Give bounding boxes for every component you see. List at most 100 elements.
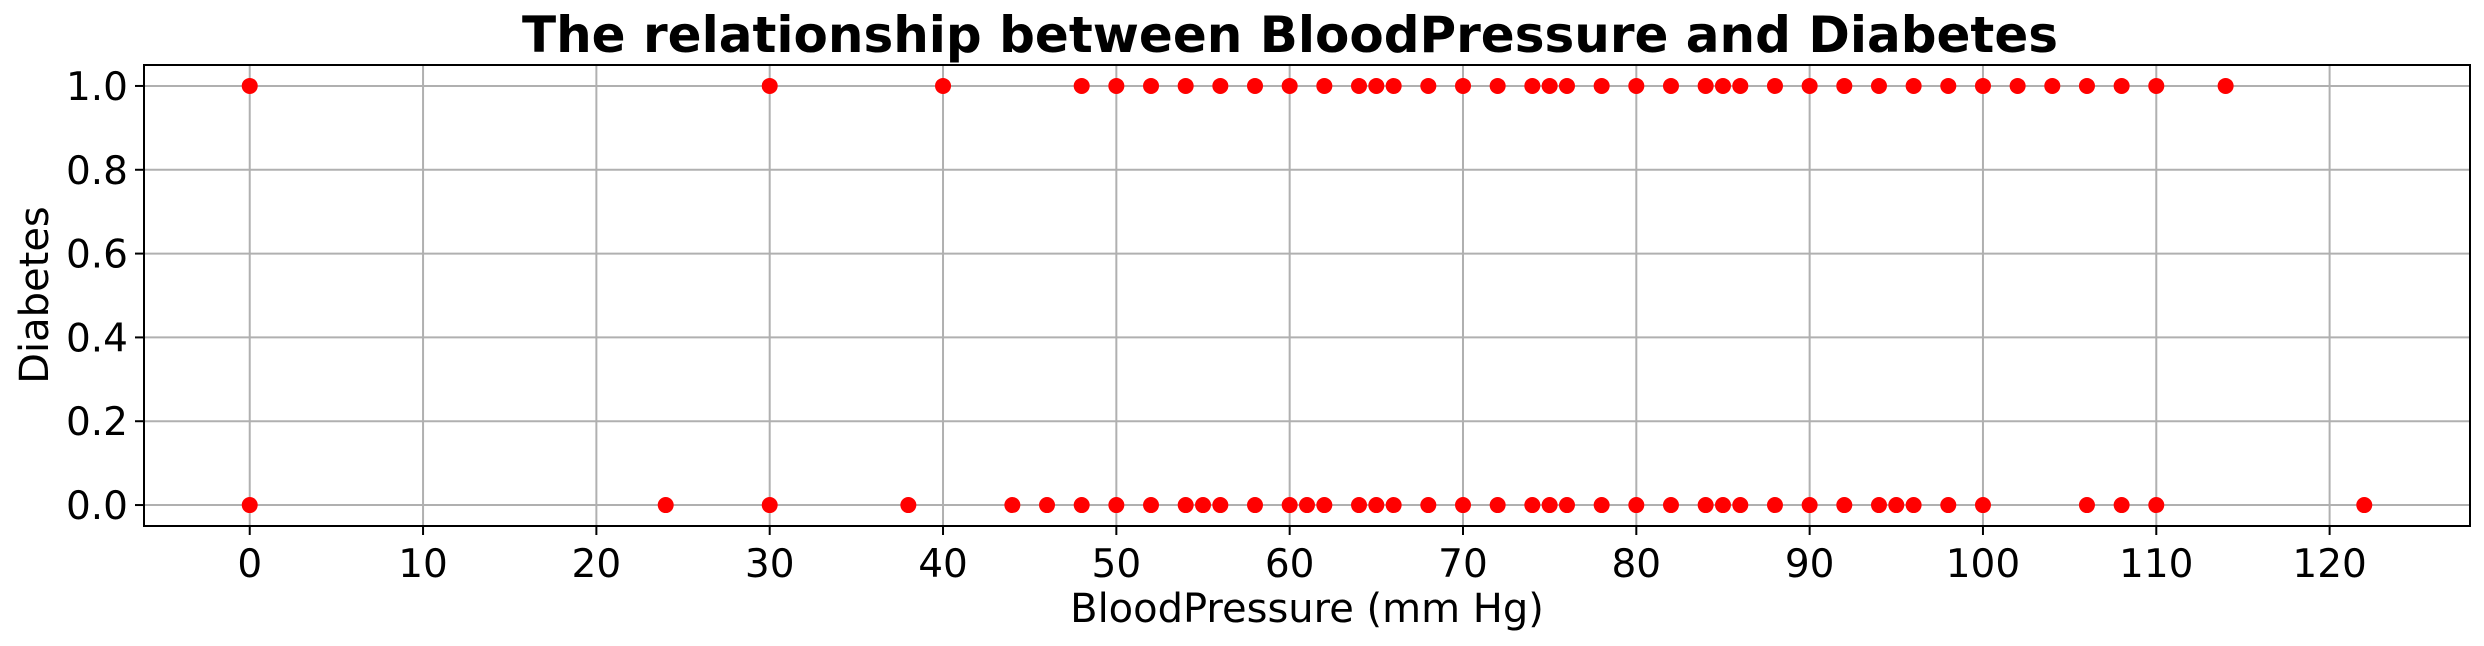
x-tick-label: 40 [918, 542, 968, 587]
data-point [1541, 497, 1558, 514]
y-tick-label: 1.0 [66, 65, 128, 110]
data-point [1524, 77, 1541, 94]
data-point [1714, 497, 1731, 514]
data-point [1766, 497, 1783, 514]
x-tick-label: 110 [2119, 542, 2193, 587]
data-point [1454, 497, 1471, 514]
data-point [1974, 497, 1991, 514]
plot-frame [143, 64, 2471, 527]
data-point [1697, 77, 1714, 94]
x-tick-label: 100 [1946, 542, 2020, 587]
data-point [900, 497, 917, 514]
data-point [241, 497, 258, 514]
y-axis-label: Diabetes [12, 206, 58, 384]
x-tick-label: 10 [398, 542, 448, 587]
data-point [1714, 77, 1731, 94]
data-point [1177, 77, 1194, 94]
data-point [1247, 497, 1264, 514]
data-point [1870, 77, 1887, 94]
data-point [1143, 77, 1160, 94]
chart-title: The relationship between BloodPressure a… [522, 6, 2058, 64]
data-point [1801, 77, 1818, 94]
data-point [2044, 77, 2061, 94]
data-point [1766, 77, 1783, 94]
data-point [1108, 77, 1125, 94]
data-point [1801, 497, 1818, 514]
data-point [2217, 77, 2234, 94]
data-point [1593, 497, 1610, 514]
data-point [1541, 77, 1558, 94]
x-tick-label: 20 [572, 542, 622, 587]
y-tick-label: 0.2 [66, 400, 128, 445]
data-point [1004, 497, 1021, 514]
data-point [2009, 77, 2026, 94]
data-point [1888, 497, 1905, 514]
data-point [1073, 497, 1090, 514]
data-point [2078, 497, 2095, 514]
data-point [1697, 497, 1714, 514]
x-tick-label: 50 [1092, 542, 1142, 587]
data-point [1350, 497, 1367, 514]
data-point [1299, 497, 1315, 514]
data-point [1177, 497, 1194, 514]
data-point [1558, 497, 1575, 514]
data-point [1836, 497, 1853, 514]
data-point [1524, 497, 1541, 514]
data-point [1593, 77, 1610, 94]
data-point [1940, 77, 1957, 94]
data-point [761, 497, 778, 514]
data-point [1420, 77, 1437, 94]
data-point [1974, 77, 1991, 94]
data-point [2148, 497, 2165, 514]
data-point [1905, 497, 1922, 514]
data-point [1489, 497, 1506, 514]
data-point [1628, 77, 1645, 94]
data-point [1662, 77, 1679, 94]
data-point [1732, 497, 1749, 514]
data-point [2356, 497, 2373, 514]
data-point [1940, 497, 1957, 514]
data-point [1212, 77, 1229, 94]
data-point [1281, 77, 1298, 94]
x-tick-label: 30 [745, 542, 795, 587]
x-tick-label: 70 [1438, 542, 1488, 587]
data-point [1195, 497, 1212, 514]
data-point [1281, 497, 1298, 514]
data-point [2148, 77, 2165, 94]
x-tick-label: 80 [1611, 542, 1661, 587]
y-tick-label: 0.6 [66, 233, 128, 278]
data-point [1247, 77, 1264, 94]
data-point [1489, 77, 1506, 94]
x-axis-label: BloodPressure (mm Hg) [1070, 586, 1544, 632]
data-point [1905, 77, 1922, 94]
data-point [1368, 77, 1385, 94]
data-point [1143, 497, 1160, 514]
data-point [1316, 497, 1333, 514]
data-point [1454, 77, 1471, 94]
y-tick-label: 0.4 [66, 316, 128, 361]
y-tick-label: 0.0 [66, 484, 128, 529]
data-point [1039, 497, 1056, 514]
data-point [1316, 77, 1333, 94]
x-tick-label: 60 [1265, 542, 1315, 587]
data-point [935, 77, 952, 94]
data-point [1836, 77, 1853, 94]
data-point [1385, 497, 1402, 514]
data-point [1385, 77, 1402, 94]
data-point [1870, 497, 1887, 514]
data-point [2113, 497, 2130, 514]
data-point [1350, 77, 1367, 94]
x-tick-label: 90 [1785, 542, 1835, 587]
data-point [241, 77, 258, 94]
data-point [2113, 77, 2130, 94]
data-point [1732, 77, 1749, 94]
x-tick-label: 120 [2292, 542, 2366, 587]
x-tick-label: 0 [237, 542, 262, 587]
data-point [1662, 497, 1679, 514]
data-point [761, 77, 778, 94]
y-tick-label: 0.8 [66, 149, 128, 194]
data-point [1212, 497, 1229, 514]
data-point [1420, 497, 1437, 514]
data-point [1368, 497, 1385, 514]
